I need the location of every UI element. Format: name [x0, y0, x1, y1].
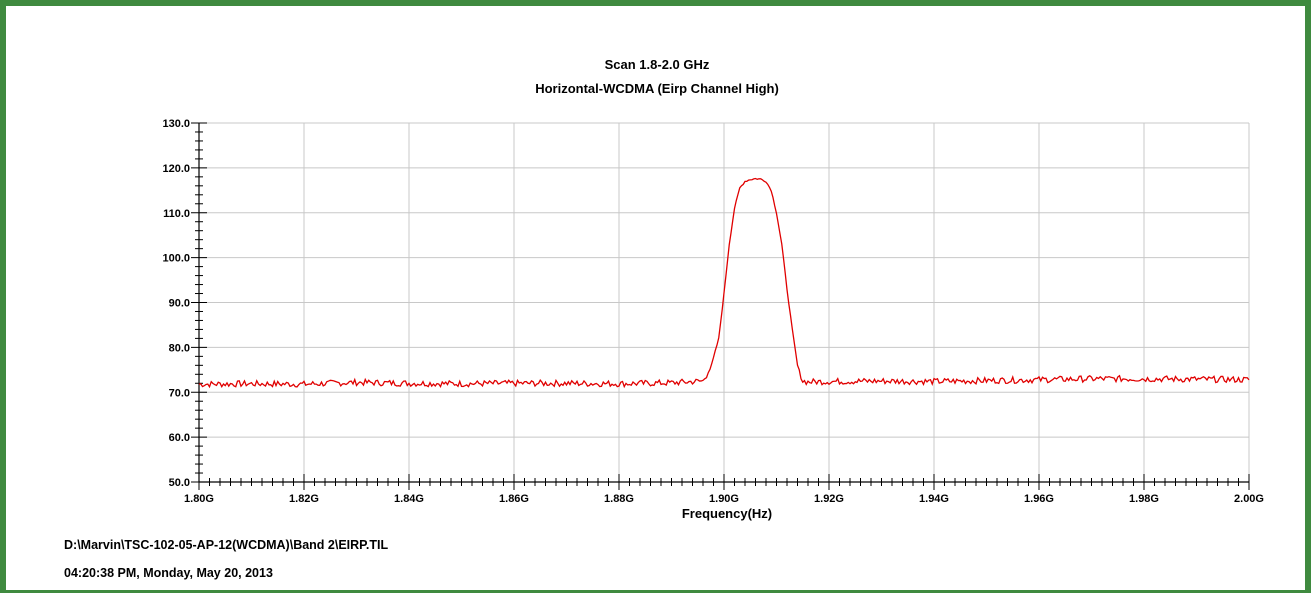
- x-tick-label: 1.80G: [184, 493, 214, 505]
- y-tick-label: 130.0: [162, 118, 190, 130]
- y-tick-label: 50.0: [169, 477, 190, 489]
- y-tick-label: 100.0: [162, 253, 190, 265]
- file-path-label: D:\Marvin\TSC-102-05-AP-12(WCDMA)\Band 2…: [64, 538, 389, 552]
- x-tick-label: 1.90G: [709, 493, 739, 505]
- chart-subtitle: Horizontal-WCDMA (Eirp Channel High): [535, 81, 779, 96]
- x-tick-label: 1.88G: [604, 493, 634, 505]
- x-tick-label: 1.98G: [1129, 493, 1159, 505]
- x-tick-label: 2.00G: [1234, 493, 1264, 505]
- x-tick-label: 1.92G: [814, 493, 844, 505]
- timestamp-label: 04:20:38 PM, Monday, May 20, 2013: [64, 566, 273, 580]
- y-tick-label: 90.0: [169, 298, 190, 310]
- y-tick-label: 120.0: [162, 163, 190, 175]
- chart-title: Scan 1.8-2.0 GHz: [605, 57, 710, 72]
- x-tick-label: 1.96G: [1024, 493, 1054, 505]
- x-tick-label: 1.94G: [919, 493, 949, 505]
- y-tick-label: 60.0: [169, 432, 190, 444]
- x-tick-label: 1.84G: [394, 493, 424, 505]
- y-tick-label: 70.0: [169, 387, 190, 399]
- x-tick-label: 1.86G: [499, 493, 529, 505]
- chart-svg: Scan 1.8-2.0 GHz Horizontal-WCDMA (Eirp …: [162, 57, 1264, 521]
- x-tick-label: 1.82G: [289, 493, 319, 505]
- y-tick-label: 80.0: [169, 342, 190, 354]
- x-axis-label: Frequency(Hz): [682, 506, 772, 521]
- data-series-line: [198, 177, 1250, 389]
- y-tick-label: 110.0: [163, 208, 190, 220]
